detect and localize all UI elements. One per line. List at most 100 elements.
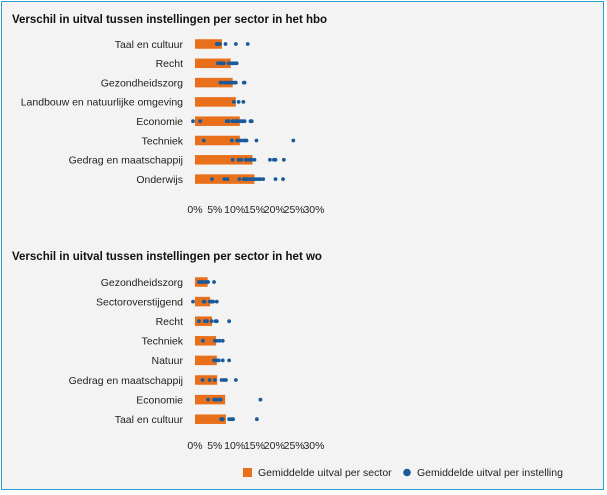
panel-hbo: Taal en cultuur Recht Gezondheidszorg Landb… [21, 39, 325, 216]
institution-point [200, 378, 205, 382]
institution-point [238, 138, 243, 143]
institution-point [231, 100, 236, 104]
institution-point [225, 177, 230, 182]
sector-bar [195, 155, 253, 165]
institution-point [212, 378, 217, 382]
x-tick-label: 25% [284, 440, 305, 452]
sector-bar [195, 116, 240, 126]
institution-point [273, 157, 278, 162]
institution-point [227, 358, 231, 363]
category-label: Techniek [142, 336, 184, 348]
x-tick-label: 0% [187, 204, 202, 216]
institution-point [230, 157, 235, 162]
institution-point [223, 42, 228, 46]
institution-point [241, 100, 246, 104]
institution-point [242, 80, 247, 85]
sector-bar [195, 77, 233, 88]
category-label: Gedrag en maatschappij [69, 155, 183, 167]
sector-bar [195, 336, 217, 346]
institution-point [233, 378, 238, 382]
category-label: Economie [136, 394, 183, 406]
institution-point [258, 397, 263, 402]
institution-point [206, 280, 210, 284]
x-tick-label: 30% [303, 204, 324, 216]
institution-point [252, 157, 257, 162]
institution-point [234, 61, 239, 66]
x-tick-label: 10% [224, 440, 245, 452]
institution-point [214, 299, 219, 304]
x-tick-label: 0% [187, 440, 202, 452]
institution-point [237, 177, 242, 182]
sector-bar [195, 39, 222, 49]
institution-point [211, 299, 216, 304]
institution-point [254, 138, 259, 143]
category-label: Economie [136, 116, 183, 128]
institution-point [242, 119, 247, 124]
institution-point [204, 319, 209, 324]
institution-point [244, 138, 249, 143]
institution-point [233, 80, 238, 85]
sector-bar [195, 135, 240, 146]
category-label: Taal en cultuur [115, 39, 184, 51]
institution-point [212, 280, 216, 284]
x-tick-label: 30% [303, 440, 324, 452]
category-label: Gezondheidszorg [101, 277, 183, 289]
category-label: Techniek [142, 135, 184, 147]
institution-point [217, 338, 222, 343]
institution-point [216, 358, 221, 363]
institution-point [191, 119, 195, 124]
institution-point [202, 299, 207, 304]
legend: Gemiddelde uitval per sector Gemiddelde … [243, 467, 563, 479]
panel-wo: Gezondheidszorg Sectoroverstijgend Recht Te… [69, 277, 325, 452]
x-tick-label: 5% [207, 204, 222, 216]
institution-point [236, 157, 241, 162]
institution-point [198, 119, 203, 124]
institution-point [231, 417, 235, 422]
institution-point [233, 42, 238, 46]
institution-point [191, 299, 195, 304]
category-label: Taal en cultuur [115, 414, 184, 426]
institution-point [216, 61, 220, 66]
legend-dot-label: Gemiddelde uitval per instelling [417, 467, 563, 479]
institution-point [214, 338, 219, 343]
category-label: Gezondheidszorg [101, 77, 183, 89]
institution-point [245, 42, 250, 46]
institution-point [220, 358, 225, 363]
institution-point [249, 119, 254, 124]
institution-point [218, 397, 223, 402]
institution-point [201, 338, 205, 343]
sector-bar [195, 414, 226, 424]
sector-bar [195, 375, 218, 385]
institution-point [214, 319, 219, 324]
institution-point [258, 177, 263, 182]
institution-point [229, 138, 234, 143]
category-label: Onderwijs [136, 174, 183, 186]
institution-point [224, 378, 228, 382]
sector-bar [195, 97, 236, 107]
sector-bar [195, 355, 217, 366]
x-tick-label: 20% [264, 440, 285, 452]
institution-point [273, 177, 278, 182]
institution-point [226, 119, 231, 124]
x-tick-label: 5% [207, 440, 222, 452]
category-label: Gedrag en maatschappij [69, 375, 183, 387]
x-tick-label: 15% [244, 204, 265, 216]
institution-point [281, 157, 286, 162]
institution-point [291, 138, 296, 143]
institution-point [220, 417, 225, 422]
institution-point [261, 177, 266, 182]
institution-point [209, 319, 214, 324]
category-label: Landbouw en natuurlijke omgeving [21, 97, 183, 109]
chart-title-wo: Verschil in uitval tussen instellingen p… [12, 251, 322, 263]
institution-point [201, 138, 206, 143]
institution-point [222, 61, 226, 66]
sector-bar [195, 394, 226, 405]
institution-point [206, 397, 210, 402]
category-label: Sectoroverstijgend [96, 296, 183, 308]
institution-point [197, 319, 201, 324]
institution-point [281, 177, 285, 182]
category-label: Recht [156, 316, 184, 328]
legend-dot-swatch [403, 468, 411, 477]
